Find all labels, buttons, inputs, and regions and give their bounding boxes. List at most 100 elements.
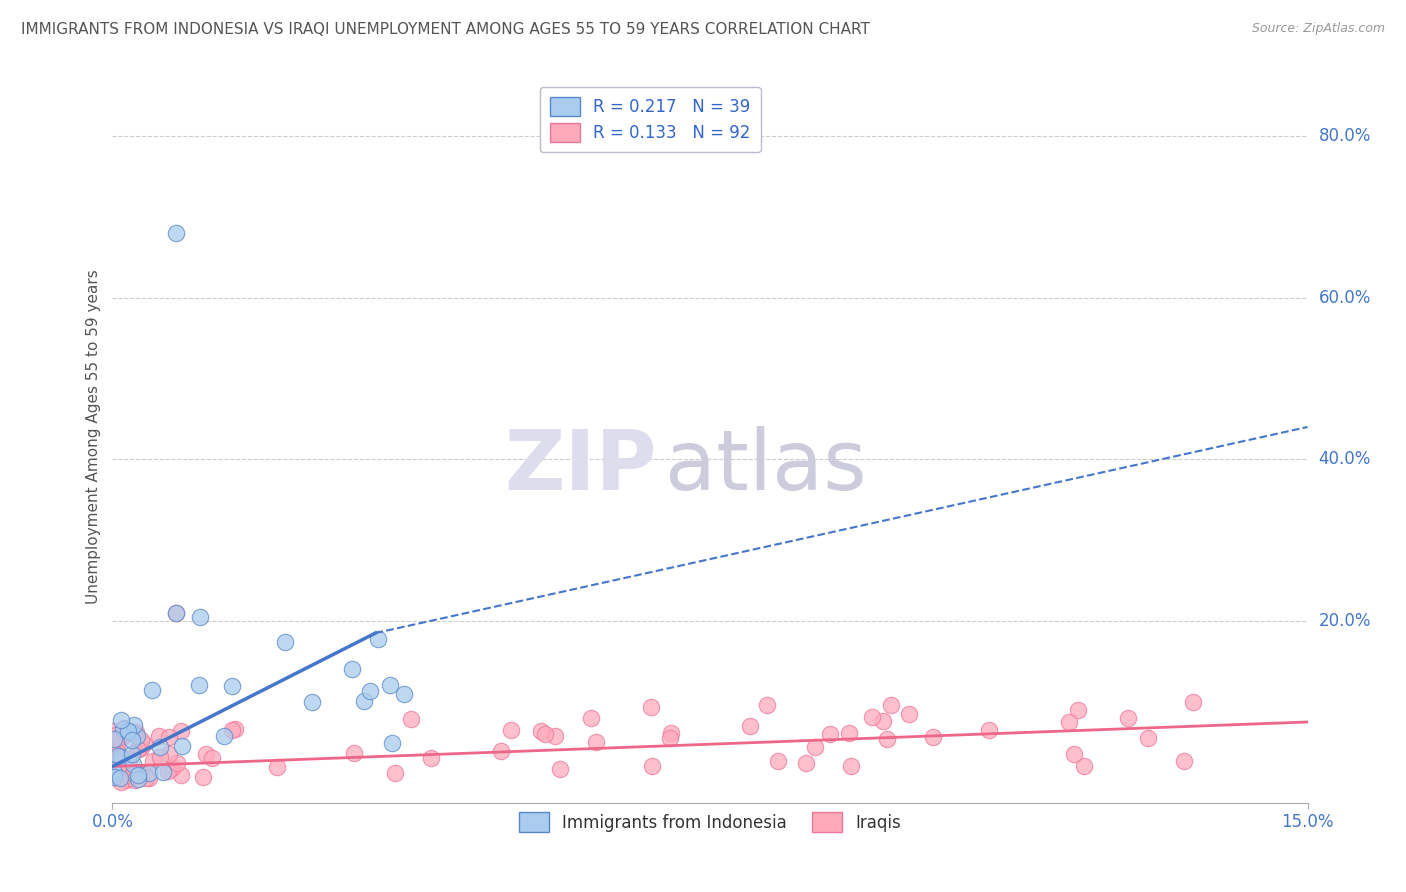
Point xyxy=(353,694,375,708)
Point xyxy=(118,771,141,785)
Point xyxy=(170,768,193,782)
Point xyxy=(157,747,180,761)
Point xyxy=(156,764,179,779)
Point xyxy=(342,746,364,760)
Point xyxy=(121,747,143,761)
Point xyxy=(1066,703,1088,717)
Point xyxy=(125,729,148,743)
Point xyxy=(132,767,155,781)
Point xyxy=(172,739,194,753)
Point xyxy=(499,723,522,737)
Point xyxy=(127,772,149,786)
Point xyxy=(122,718,145,732)
Point xyxy=(1173,754,1195,768)
Point xyxy=(105,740,128,755)
Point xyxy=(112,722,135,736)
Point xyxy=(1116,711,1139,725)
Point xyxy=(585,735,607,749)
Point xyxy=(101,750,124,764)
Point xyxy=(165,606,187,620)
Point xyxy=(117,726,139,740)
Point xyxy=(165,606,187,620)
Point xyxy=(266,760,288,774)
Point xyxy=(641,759,664,773)
Point xyxy=(640,700,662,714)
Point xyxy=(193,770,215,784)
Point xyxy=(121,768,143,782)
Text: ZIP: ZIP xyxy=(503,425,657,507)
Point xyxy=(301,695,323,709)
Point xyxy=(105,728,128,742)
Text: 40.0%: 40.0% xyxy=(1319,450,1371,468)
Point xyxy=(221,723,243,737)
Point xyxy=(112,729,135,743)
Point xyxy=(107,731,129,745)
Point xyxy=(157,731,180,745)
Point xyxy=(117,724,139,739)
Point xyxy=(1137,731,1160,746)
Point xyxy=(165,226,187,240)
Point xyxy=(110,750,132,764)
Text: Source: ZipAtlas.com: Source: ZipAtlas.com xyxy=(1251,22,1385,36)
Point xyxy=(399,712,422,726)
Point xyxy=(138,771,160,785)
Point xyxy=(103,766,125,780)
Point xyxy=(794,756,817,771)
Point xyxy=(380,678,402,692)
Point xyxy=(101,723,124,738)
Point xyxy=(394,688,416,702)
Point xyxy=(872,714,894,728)
Point xyxy=(129,732,152,747)
Point xyxy=(659,726,682,740)
Point xyxy=(122,726,145,740)
Point xyxy=(659,731,682,746)
Point xyxy=(110,775,132,789)
Point xyxy=(579,711,602,725)
Point xyxy=(115,772,138,787)
Point xyxy=(141,682,163,697)
Point xyxy=(131,768,153,782)
Point xyxy=(135,772,157,786)
Point xyxy=(104,747,127,761)
Point xyxy=(838,726,860,740)
Point xyxy=(110,714,132,728)
Point xyxy=(1063,747,1085,761)
Point xyxy=(107,749,129,764)
Point xyxy=(148,729,170,743)
Point xyxy=(118,763,141,777)
Point xyxy=(125,724,148,739)
Legend: Immigrants from Indonesia, Iraqis: Immigrants from Indonesia, Iraqis xyxy=(512,805,908,838)
Point xyxy=(880,698,903,712)
Point xyxy=(142,754,165,768)
Point xyxy=(420,751,443,765)
Point xyxy=(766,754,789,768)
Point xyxy=(367,632,389,646)
Point xyxy=(195,747,218,761)
Text: IMMIGRANTS FROM INDONESIA VS IRAQI UNEMPLOYMENT AMONG AGES 55 TO 59 YEARS CORREL: IMMIGRANTS FROM INDONESIA VS IRAQI UNEMP… xyxy=(21,22,870,37)
Point xyxy=(1073,759,1095,773)
Point xyxy=(132,737,155,751)
Point xyxy=(550,762,572,776)
Point xyxy=(149,749,172,764)
Point xyxy=(756,698,779,712)
Point xyxy=(340,662,363,676)
Point xyxy=(201,751,224,765)
Point xyxy=(381,736,404,750)
Point xyxy=(120,724,142,739)
Point xyxy=(1182,695,1205,709)
Text: atlas: atlas xyxy=(665,425,866,507)
Point xyxy=(107,751,129,765)
Point xyxy=(274,635,297,649)
Point xyxy=(152,765,174,780)
Point xyxy=(212,729,235,743)
Point xyxy=(839,758,862,772)
Point xyxy=(1057,714,1080,729)
Point xyxy=(117,752,139,766)
Point xyxy=(127,768,149,782)
Point xyxy=(977,723,1000,737)
Point xyxy=(224,722,246,736)
Point xyxy=(105,745,128,759)
Point xyxy=(122,756,145,771)
Point xyxy=(112,762,135,776)
Point xyxy=(104,750,127,764)
